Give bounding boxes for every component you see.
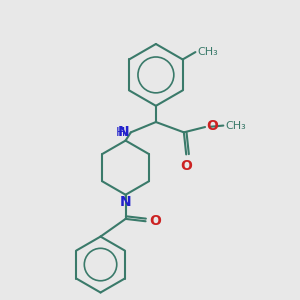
- Text: N: N: [118, 125, 129, 139]
- Text: CH₃: CH₃: [198, 47, 218, 57]
- Text: H: H: [116, 126, 126, 139]
- Text: O: O: [149, 214, 161, 228]
- Text: N: N: [120, 195, 131, 209]
- Text: O: O: [206, 119, 218, 134]
- Text: CH₃: CH₃: [225, 121, 246, 130]
- Text: O: O: [180, 159, 192, 173]
